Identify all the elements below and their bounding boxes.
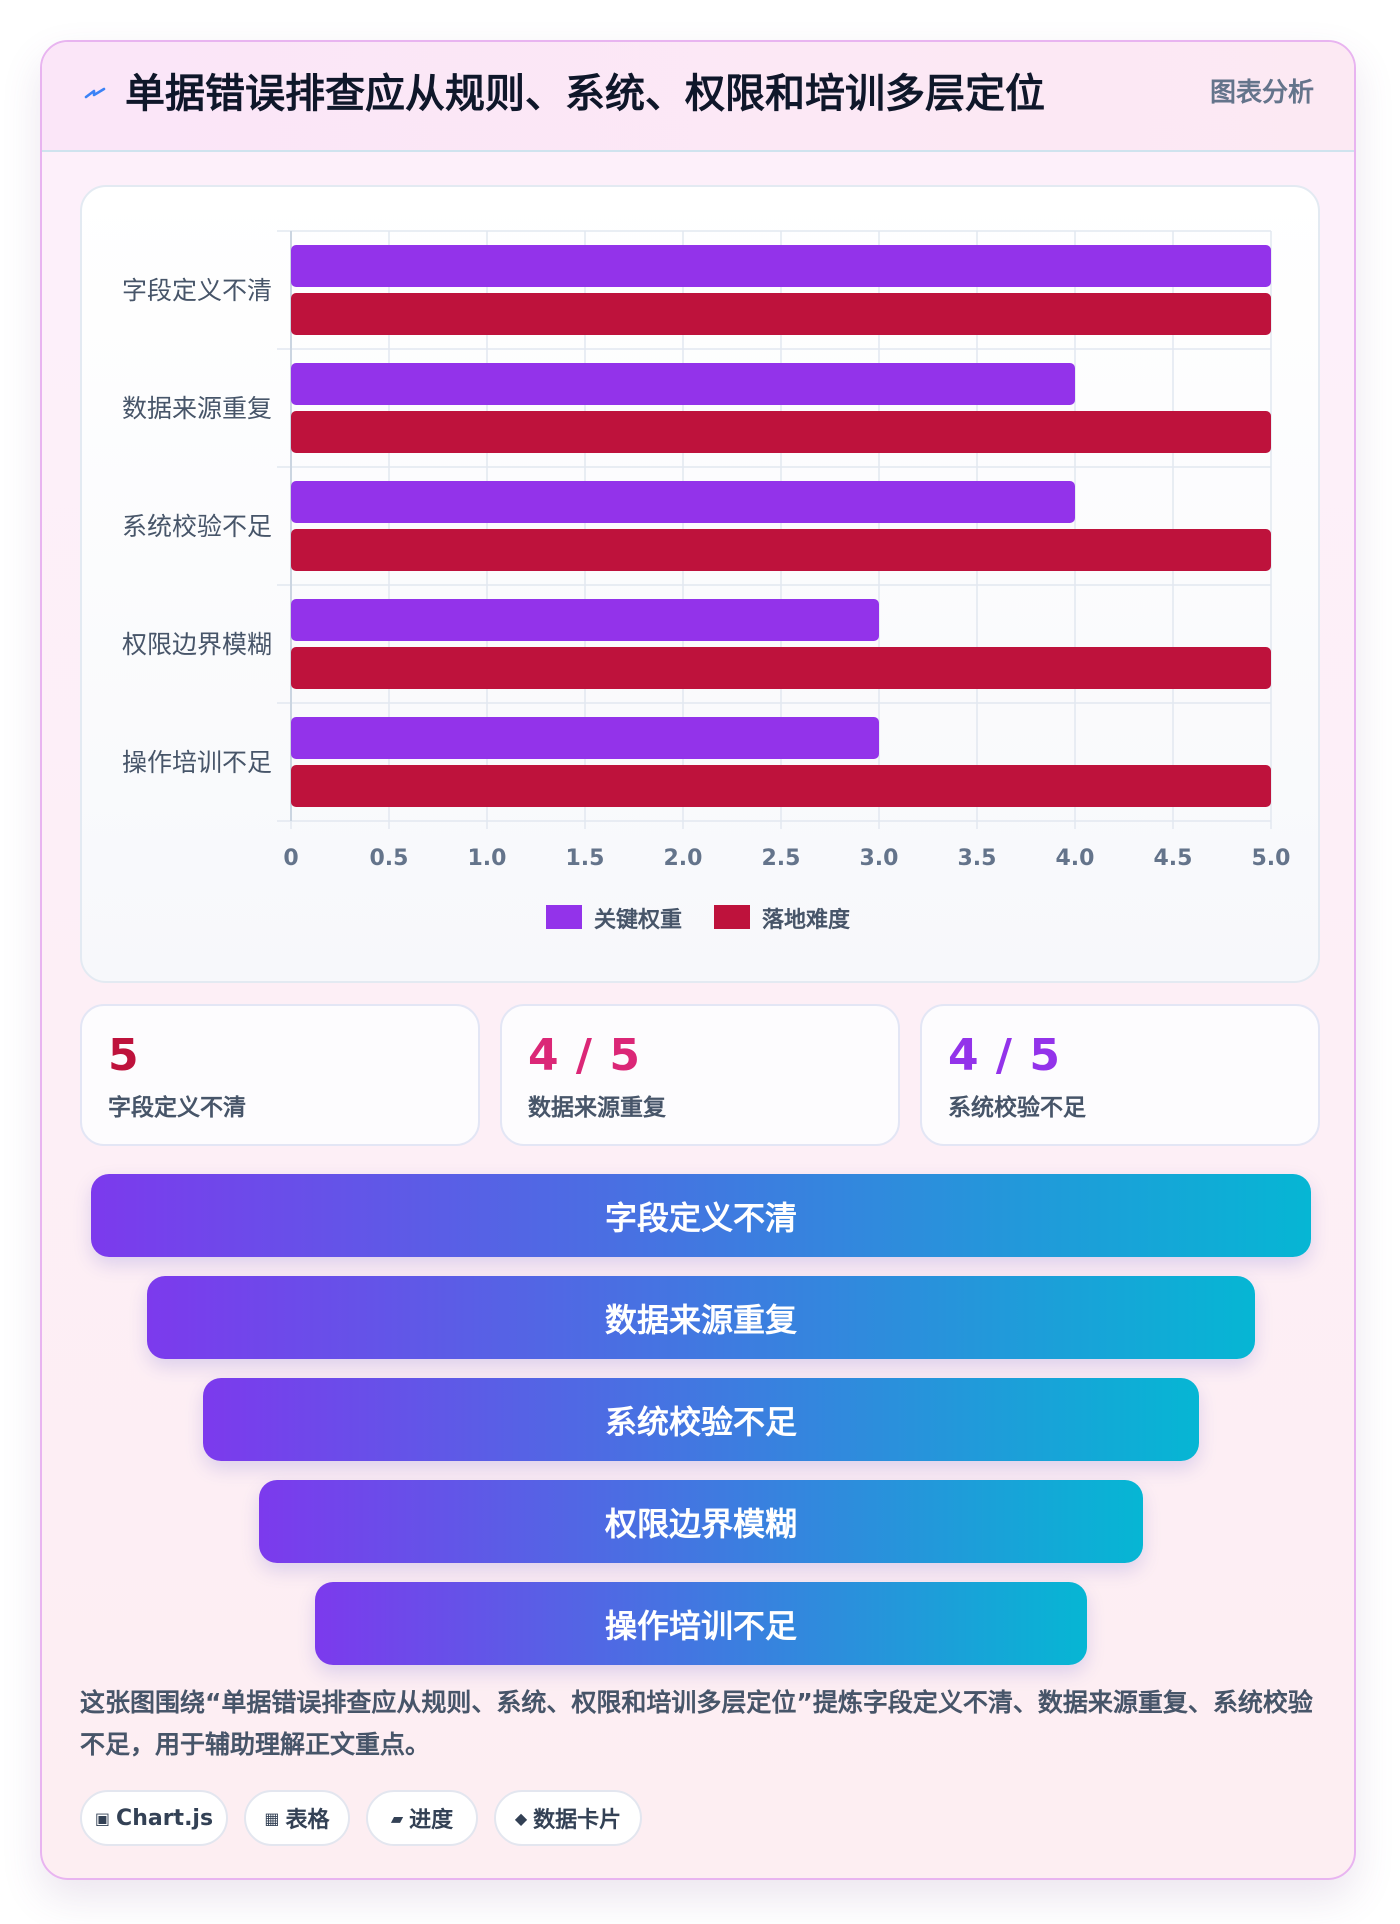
- x-tick-label: 3.0: [860, 846, 899, 871]
- diamond-icon: ◆: [514, 1808, 528, 1828]
- y-tick-label: 操作培训不足: [122, 748, 272, 777]
- chip-label: 进度: [409, 1808, 454, 1833]
- stat-label: 系统校验不足: [948, 1095, 1086, 1121]
- progress-icon: ▰: [390, 1808, 404, 1828]
- chip-label: 数据卡片: [533, 1808, 622, 1833]
- y-tick-label: 权限边界模糊: [122, 630, 272, 659]
- x-tick-label: 0: [283, 846, 298, 871]
- chip-label: Chart.js: [116, 1805, 214, 1831]
- bar: [291, 529, 1271, 571]
- bar: [291, 599, 879, 641]
- x-tick-label: 0.5: [370, 846, 409, 871]
- chart-panel: 0 0.5 1.0 1.5 2.0 2.5 3.0 3.5 4.0 4.5 5.0 字段定义不清 数据来…: [80, 185, 1320, 983]
- bar: [291, 765, 1271, 807]
- y-tick-label: 系统校验不足: [122, 512, 272, 541]
- stat-value: 5: [108, 1030, 140, 1081]
- legend-label: 关键权重: [594, 907, 682, 933]
- bar: [291, 293, 1271, 335]
- header-tag: 图表分析: [1209, 78, 1314, 108]
- legend-swatch: [714, 905, 750, 929]
- x-tick-label: 3.5: [958, 846, 997, 871]
- summary-text: 这张图围绕“单据错误排查应从规则、系统、权限和培训多层定位”提炼字段定义不清、数…: [80, 1688, 1313, 1759]
- stat-label: 数据来源重复: [528, 1095, 666, 1121]
- stat-card-1: 5 字段定义不清: [80, 1004, 480, 1146]
- stat-value: 4 / 5: [528, 1030, 641, 1081]
- bar-chart: 0 0.5 1.0 1.5 2.0 2.5 3.0 3.5 4.0 4.5 5.0 字段定义不清数据来…: [122, 230, 1291, 933]
- chip-data-card[interactable]: ◆ 数据卡片: [494, 1790, 642, 1846]
- lightning-icon: [84, 87, 106, 99]
- stat-value: 4 / 5: [948, 1030, 1061, 1081]
- stat-card-3: 4 / 5 系统校验不足: [920, 1004, 1320, 1146]
- x-tick-label: 2.5: [762, 846, 801, 871]
- x-tick-label: 1.0: [468, 846, 507, 871]
- x-tick-label: 1.5: [566, 846, 605, 871]
- x-tick-label: 4.0: [1056, 846, 1095, 871]
- funnel-step: 系统校验不足: [203, 1378, 1199, 1461]
- funnel-step: 数据来源重复: [147, 1276, 1255, 1359]
- legend-swatch: [546, 905, 582, 929]
- bar: [291, 411, 1271, 453]
- stat-card-2: 4 / 5 数据来源重复: [500, 1004, 900, 1146]
- x-tick-label: 2.0: [664, 846, 703, 871]
- table-icon: ▦: [264, 1808, 280, 1828]
- chip-chartjs[interactable]: ▣ Chart.js: [80, 1790, 228, 1846]
- funnel-step: 操作培训不足: [315, 1582, 1087, 1665]
- chip-square-icon: ▣: [94, 1808, 111, 1828]
- chip-table[interactable]: ▦ 表格: [244, 1790, 350, 1846]
- y-tick-label: 字段定义不清: [122, 276, 272, 305]
- bar: [291, 717, 879, 759]
- funnel-step: 权限边界模糊: [259, 1480, 1143, 1563]
- y-tick-label: 数据来源重复: [122, 394, 272, 423]
- bar: [291, 245, 1271, 287]
- bar: [291, 481, 1075, 523]
- legend-label: 落地难度: [762, 907, 851, 933]
- card-header: 单据错误排查应从规则、系统、权限和培训多层定位 图表分析: [42, 42, 1354, 152]
- funnel-step: 字段定义不清: [91, 1174, 1311, 1257]
- bar: [291, 647, 1271, 689]
- chip-label: 表格: [285, 1808, 330, 1833]
- stat-label: 字段定义不清: [108, 1095, 246, 1121]
- page-title: 单据错误排查应从规则、系统、权限和培训多层定位: [125, 71, 1045, 117]
- x-tick-label: 4.5: [1154, 846, 1193, 871]
- chip-progress[interactable]: ▰ 进度: [366, 1790, 478, 1846]
- bar: [291, 363, 1075, 405]
- x-tick-label: 5.0: [1252, 846, 1291, 871]
- chart-card: 单据错误排查应从规则、系统、权限和培训多层定位 图表分析 0 0.5 1.0 1.5 2…: [40, 40, 1356, 1880]
